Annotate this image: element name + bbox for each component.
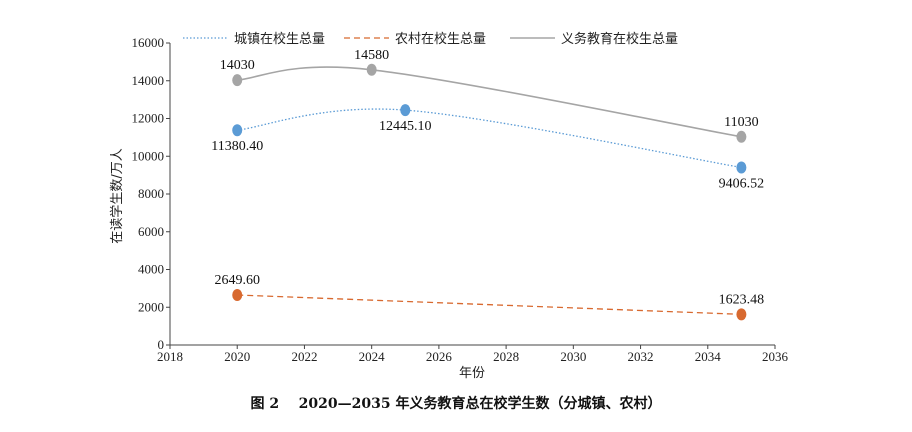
- y-tick-label: 10000: [132, 148, 165, 163]
- x-tick-label: 2022: [291, 349, 317, 364]
- y-tick-label: 14000: [132, 73, 165, 88]
- series-line-2: [237, 66, 742, 138]
- y-axis-title: 在读学生数/万人: [109, 148, 125, 243]
- x-tick-label: 2030: [560, 349, 586, 364]
- data-point-2-2: [736, 130, 747, 143]
- data-label-0-1: 12445.10: [379, 119, 432, 134]
- x-tick-label: 2020: [224, 349, 250, 364]
- data-point-2-1: [366, 63, 377, 76]
- data-point-2-0: [232, 74, 243, 87]
- data-labels: 11380.40 12445.10 9406.52 2649.60 1623.48 140…: [211, 48, 764, 308]
- y-tick-label: 4000: [138, 262, 164, 277]
- data-label-2-2: 11030: [724, 115, 758, 130]
- y-tick-label: 0: [158, 337, 165, 352]
- legend-label-0: 城镇在校生总量: [234, 31, 325, 47]
- y-tick-label: 16000: [132, 35, 165, 50]
- y-tick-label: 6000: [138, 224, 164, 239]
- chart-legend: 城镇在校生总量 农村在校生总量 义务教育在校生总量: [183, 31, 678, 47]
- series-line-0: [237, 108, 742, 169]
- x-tick-label: 2018: [157, 349, 183, 364]
- data-label-1-0: 2649.60: [214, 273, 260, 288]
- legend-label-1: 农村在校生总量: [395, 31, 486, 47]
- x-tick-label: 2032: [628, 349, 654, 364]
- x-axis-title: 年份: [459, 366, 485, 381]
- data-point-0-0: [232, 124, 243, 137]
- data-point-0-1: [400, 104, 411, 117]
- data-label-0-0: 11380.40: [211, 139, 263, 154]
- y-tick-label: 12000: [132, 111, 165, 126]
- x-tick-label: 2026: [426, 349, 453, 364]
- x-tick-label: 2028: [493, 349, 519, 364]
- figure-caption: 图 2 2020—2035 年义务教育总在校学生数（分城镇、农村）: [250, 396, 662, 412]
- series-layer: [232, 63, 747, 321]
- series-line-1: [237, 294, 742, 316]
- data-point-1-0: [232, 288, 243, 301]
- data-label-2-1: 14580: [354, 48, 389, 63]
- legend-label-2: 义务教育在校生总量: [561, 31, 678, 47]
- data-label-1-1: 1623.48: [719, 292, 765, 307]
- data-point-1-1: [736, 308, 747, 321]
- x-tick-label: 2024: [359, 349, 386, 364]
- y-tick-label: 2000: [138, 299, 164, 314]
- chart-axes: 0 2000 4000 6000 8000 10000 12000 14000 16000 201…: [132, 35, 789, 364]
- data-label-2-0: 14030: [220, 58, 255, 73]
- x-tick-label: 2034: [695, 349, 722, 364]
- y-tick-label: 8000: [138, 186, 164, 201]
- data-label-0-2: 9406.52: [719, 176, 765, 191]
- x-tick-label: 2036: [762, 349, 789, 364]
- data-point-0-2: [736, 161, 747, 174]
